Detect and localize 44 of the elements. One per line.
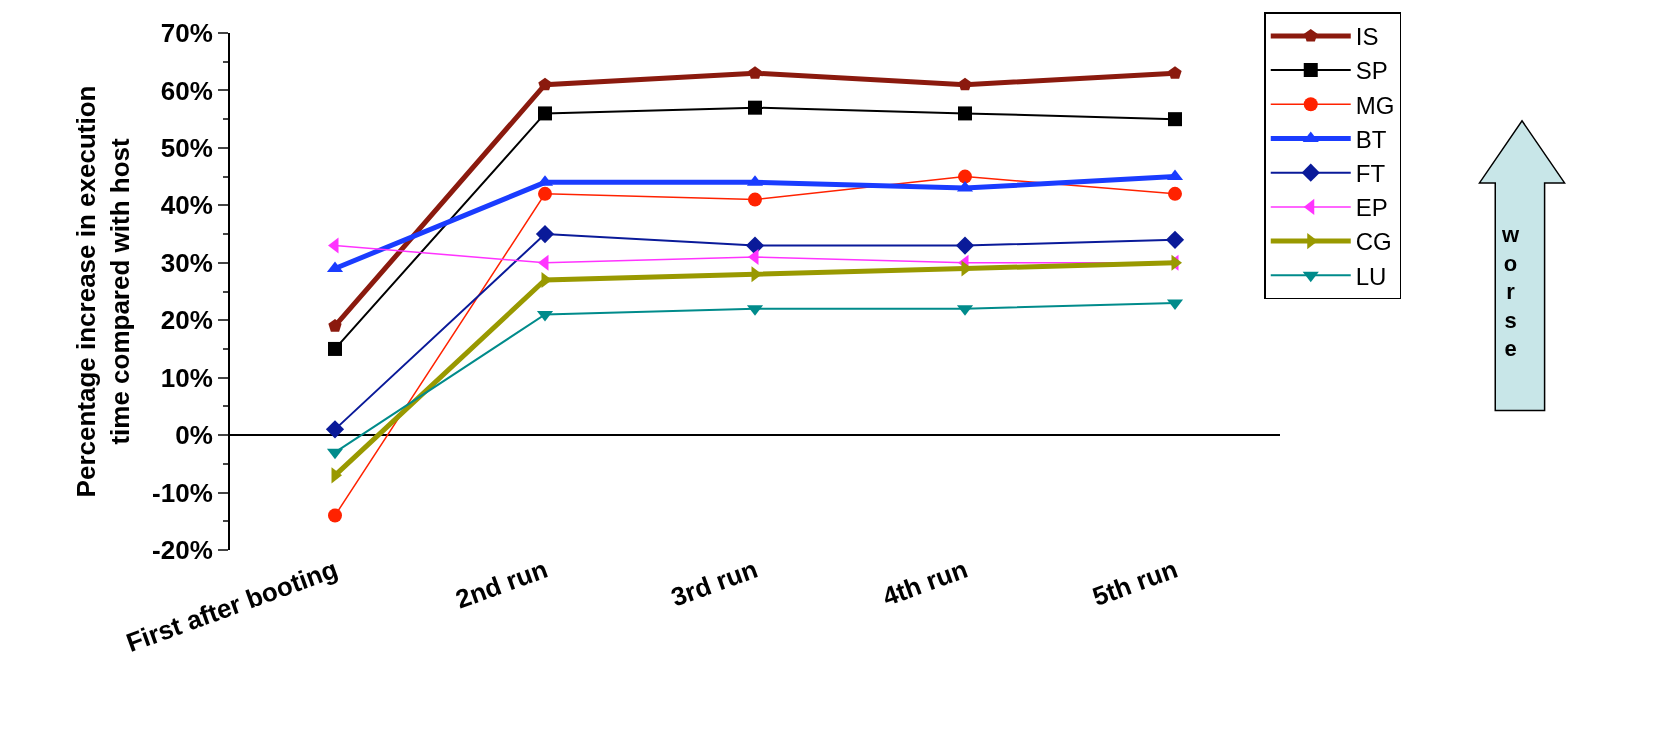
- legend-label: EP: [1355, 194, 1388, 222]
- y-tick-label: 40%: [160, 190, 213, 221]
- legend-label: FT: [1355, 160, 1386, 188]
- legend-label: SP: [1355, 57, 1388, 85]
- point: [1165, 230, 1185, 249]
- legend-label: CG: [1355, 228, 1392, 256]
- x-tick-label: 3rd run: [667, 553, 762, 613]
- legend-label: IS: [1355, 23, 1379, 51]
- point: [958, 169, 972, 184]
- point: [958, 106, 972, 121]
- point: [745, 236, 765, 255]
- point: [325, 420, 345, 439]
- legend-label: LU: [1355, 262, 1387, 290]
- point: [1168, 66, 1182, 79]
- point: [748, 192, 762, 207]
- y-tick-label: -10%: [152, 477, 213, 508]
- y-tick-label: 70%: [160, 18, 213, 49]
- point: [748, 100, 762, 115]
- x-tick-label: 5th run: [1088, 553, 1182, 612]
- text: worse: [1501, 222, 1520, 362]
- point: [958, 77, 972, 91]
- point: [538, 77, 552, 91]
- point: [748, 66, 762, 79]
- point: [535, 224, 555, 244]
- y-tick-label: 10%: [160, 362, 213, 393]
- y-tick-label: 20%: [160, 305, 213, 336]
- legend-label: BT: [1355, 125, 1387, 153]
- point: [328, 318, 342, 332]
- point: [955, 236, 975, 255]
- y-tick-label: 50%: [160, 132, 213, 163]
- y-tick-label: -20%: [152, 535, 213, 566]
- y-tick-label: 0%: [175, 420, 213, 451]
- x-tick-label: 2nd run: [451, 553, 552, 615]
- y-tick-label: 60%: [160, 75, 213, 106]
- y-tick-label: 30%: [160, 247, 213, 278]
- point: [1168, 112, 1182, 127]
- point: [1168, 186, 1182, 201]
- point: [328, 341, 342, 356]
- legend-label: MG: [1355, 91, 1395, 119]
- x-tick-label: 4th run: [878, 553, 972, 612]
- point: [538, 186, 552, 201]
- y-axis-title: Percentage increase in execution time compared with host: [71, 85, 135, 498]
- point: [328, 508, 342, 523]
- point: [538, 106, 552, 121]
